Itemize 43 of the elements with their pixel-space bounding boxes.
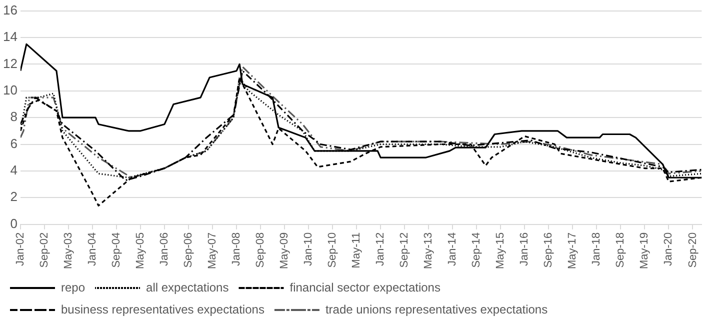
x-tick-label: May-17 bbox=[566, 232, 579, 270]
x-tick-label: Jan-20 bbox=[662, 232, 675, 266]
y-tick-label: 8 bbox=[10, 109, 18, 124]
x-tick-label: Jan-10 bbox=[302, 232, 315, 266]
x-tick-label: Sep-14 bbox=[470, 232, 483, 268]
x-tick-label: Jan-18 bbox=[590, 232, 603, 266]
x-tick-label: May-11 bbox=[350, 232, 363, 268]
x-tick-label: Sep-08 bbox=[254, 232, 267, 268]
y-tick-label: 16 bbox=[2, 2, 18, 18]
x-tick-label: May-05 bbox=[134, 232, 147, 270]
x-tick-label: May-03 bbox=[62, 232, 75, 270]
x-tick-label: Sep-10 bbox=[326, 232, 339, 268]
y-tick-label: 14 bbox=[2, 29, 18, 44]
x-tick-label: Sep-04 bbox=[110, 232, 123, 268]
legend-label: financial sector expectations bbox=[290, 280, 440, 294]
x-tick-label: Jan-06 bbox=[158, 232, 171, 266]
x-tick-label: Sep-16 bbox=[542, 232, 555, 268]
x-tick-label: May-07 bbox=[206, 232, 219, 270]
legend-label: trade unions representatives expectations bbox=[325, 302, 548, 316]
x-tick-label: May-15 bbox=[494, 232, 507, 270]
x-tick-label: Sep-12 bbox=[398, 232, 411, 268]
y-tick-label: 4 bbox=[10, 162, 18, 178]
y-tick-label: 0 bbox=[10, 216, 18, 231]
x-tick-label: Sep-18 bbox=[614, 232, 627, 268]
x-tick-label: Jan-02 bbox=[14, 232, 26, 266]
x-tick-label: Sep-02 bbox=[38, 232, 50, 268]
legend-label: repo bbox=[61, 280, 86, 294]
x-tick-label: Jan-14 bbox=[446, 232, 459, 266]
x-tick-label: Jan-04 bbox=[86, 232, 99, 266]
x-tick-label: Jan-08 bbox=[230, 232, 243, 266]
y-tick-label: 10 bbox=[2, 82, 18, 98]
x-tick-label: Jan-12 bbox=[374, 232, 387, 266]
y-tick-label: 6 bbox=[10, 136, 18, 151]
x-tick-label: Sep-06 bbox=[182, 232, 195, 268]
x-tick-label: May-13 bbox=[422, 232, 435, 270]
x-tick-label: May-09 bbox=[278, 232, 291, 270]
legend-label: business representatives expectations bbox=[61, 302, 264, 316]
y-tick-label: 12 bbox=[2, 56, 18, 71]
legend-label: all expectations bbox=[146, 280, 229, 294]
y-tick-label: 2 bbox=[10, 189, 18, 204]
x-tick-label: Jan-16 bbox=[518, 232, 531, 266]
x-tick-label: May-19 bbox=[638, 232, 651, 270]
x-tick-label: Sep-20 bbox=[686, 232, 699, 268]
